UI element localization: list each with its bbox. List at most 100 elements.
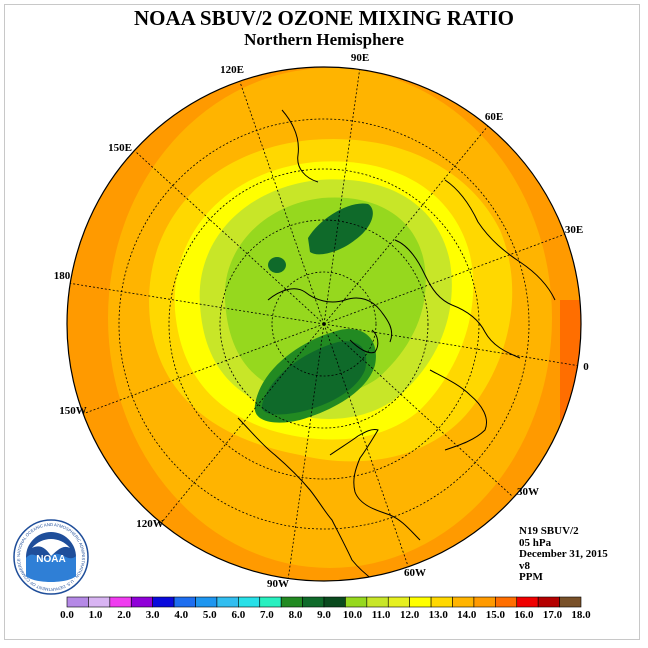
meridian-60e — [323, 125, 489, 325]
colorbar-tick-label: 17.0 — [543, 609, 563, 621]
colorbar-swatch — [495, 596, 518, 608]
image-frame — [4, 4, 640, 640]
meridian-30e — [323, 232, 569, 325]
colorbar-tick-label: 5.0 — [203, 609, 217, 621]
lon-label-90w: 90W — [267, 578, 289, 590]
meridian-30w — [323, 323, 513, 497]
metadata-panel: N19 SBUV/2 05 hPa December 31, 2015 v8 P… — [519, 525, 608, 584]
lon-label-60w: 60W — [404, 567, 426, 579]
latitude-circle-80 — [271, 271, 377, 377]
ozone-field — [67, 67, 581, 581]
colorbar-swatch — [88, 596, 111, 608]
lon-label-150w: 150W — [59, 405, 87, 417]
high-core-south-inner — [261, 341, 367, 415]
colorbar-tick-label: 14.0 — [457, 609, 477, 621]
colorbar-swatch — [238, 596, 261, 608]
colorbar-swatch — [195, 596, 218, 608]
meridian-0 — [323, 323, 581, 367]
map-title: NOAA SBUV/2 OZONE MIXING RATIO — [134, 6, 514, 30]
colorbar-swatch — [323, 596, 346, 608]
svg-text:NOAA: NOAA — [36, 554, 65, 565]
lon-label-150e: 150E — [108, 142, 132, 154]
latitude-circle-70 — [219, 219, 429, 429]
meridian-90w — [287, 323, 325, 581]
lon-label-0: 0 — [583, 361, 589, 373]
meridian-180 — [67, 282, 325, 325]
colorbar-swatch — [152, 596, 175, 608]
colorbar-tick-label: 11.0 — [372, 609, 391, 621]
version-label: v8 — [519, 559, 530, 572]
high-core-small — [268, 257, 286, 273]
lon-label-30e: 30E — [565, 224, 583, 236]
colorbar-swatch — [66, 596, 89, 608]
graticule — [67, 67, 581, 581]
colorbar-swatch — [559, 596, 582, 608]
north-pacific-coast — [281, 109, 319, 183]
colorbar-swatch — [109, 596, 132, 608]
colorbar-tick-label: 3.0 — [146, 609, 160, 621]
map-subtitle: Northern Hemisphere — [244, 30, 404, 49]
units-label: PPM — [519, 571, 543, 583]
colorbar-swatch — [430, 596, 453, 608]
colorbar-tick-label: 9.0 — [317, 609, 331, 621]
colorbar-swatch — [537, 596, 560, 608]
colorbar-tick-label: 2.0 — [117, 609, 131, 621]
americas-west-coast — [237, 417, 381, 581]
lon-label-60e: 60E — [485, 111, 503, 123]
colorbar-swatch — [302, 596, 325, 608]
colorbar-tick-label: 12.0 — [400, 609, 420, 621]
colorbar-swatch — [409, 596, 432, 608]
colorbar-tick-label: 16.0 — [514, 609, 534, 621]
americas-east-coast — [329, 429, 421, 541]
colorbar-tick-label: 8.0 — [289, 609, 303, 621]
colorbar-swatch — [130, 596, 153, 608]
colorbar-tick-label: 0.0 — [60, 609, 74, 621]
colorbar-swatch — [345, 596, 368, 608]
high-core-north — [308, 203, 373, 255]
meridian-150w — [79, 323, 325, 416]
colorbar-tick-label: 4.0 — [174, 609, 188, 621]
colorbar-tick-label: 1.0 — [89, 609, 103, 621]
colorbar-swatch — [473, 596, 496, 608]
latitude-circle-30 — [118, 118, 530, 530]
lon-label-180: 180 — [54, 270, 71, 282]
lon-label-90e: 90E — [351, 52, 369, 64]
arctic-coast — [267, 288, 393, 343]
colorbar-swatch — [173, 596, 196, 608]
colorbar-swatch — [452, 596, 475, 608]
meridian-60w — [323, 323, 409, 567]
colorbar-swatch — [259, 596, 282, 608]
meridian-120e — [239, 81, 325, 325]
colorbar-tick-label: 15.0 — [486, 609, 506, 621]
instrument-label: N19 SBUV/2 — [519, 525, 579, 537]
colorbar-swatch — [387, 596, 410, 608]
latitude-circle-50 — [168, 168, 480, 480]
band-15-16-east — [560, 300, 581, 420]
colorbar-tick-label: 7.0 — [260, 609, 274, 621]
colorbar-swatch — [216, 596, 239, 608]
map-boundary — [66, 66, 582, 582]
lon-label-30w: 30W — [517, 486, 539, 498]
colorbar-tick-label: 10.0 — [343, 609, 363, 621]
colorbar-tick-label: 13.0 — [429, 609, 449, 621]
colorbar-swatch — [516, 596, 539, 608]
asia-coast — [444, 179, 556, 301]
date-label: December 31, 2015 — [519, 548, 608, 560]
noaa-logo: NATIONAL OCEANIC AND ATMOSPHERIC ADMINIS… — [12, 518, 90, 596]
europe-africa-coast — [429, 369, 487, 451]
colorbar-swatch — [366, 596, 389, 608]
level-label: 05 hPa — [519, 536, 552, 549]
colorbar-tick-label: 18.0 — [571, 609, 591, 621]
colorbar-tick-label: 6.0 — [231, 609, 245, 621]
lon-label-120e: 120E — [220, 64, 244, 76]
meridian-90e — [323, 67, 361, 325]
meridian-150e — [135, 151, 325, 325]
meridian-120w — [161, 323, 325, 523]
greenland-coast — [349, 329, 379, 354]
lon-label-120w: 120W — [136, 518, 164, 530]
colorbar: 0.0 1.0 2.0 3.0 4.0 5.0 6.0 7.0 8.0 9.0 10.0 11.0 12… — [60, 596, 591, 621]
coastlines — [237, 109, 556, 581]
band-9-10 — [224, 197, 426, 397]
eurasia-coast — [394, 239, 521, 359]
